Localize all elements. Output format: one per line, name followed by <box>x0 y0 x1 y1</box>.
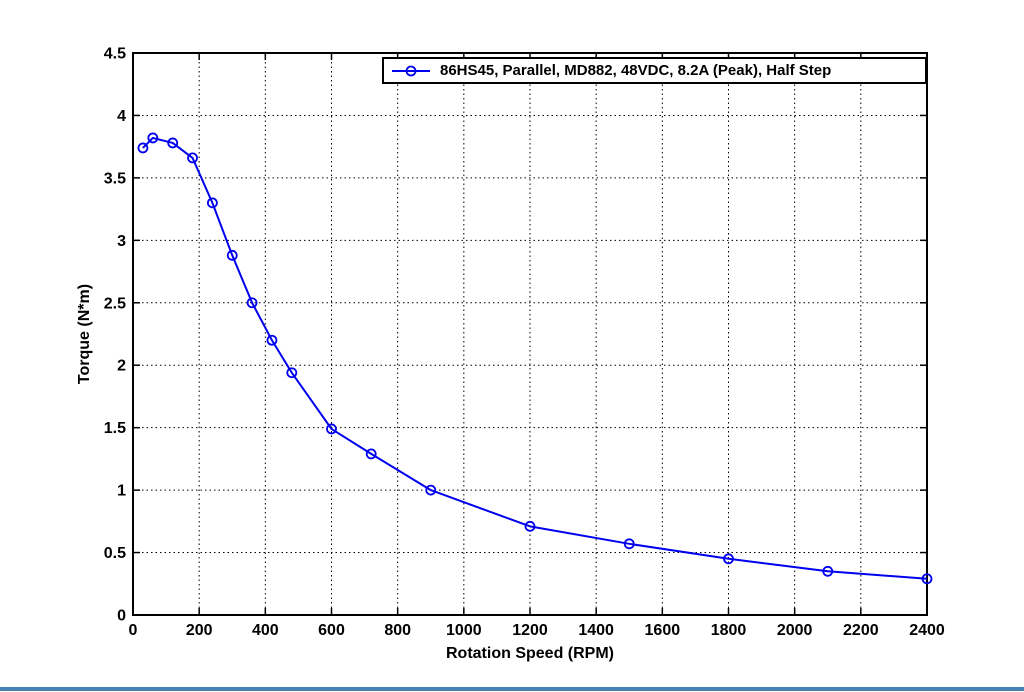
grid-layer <box>133 53 927 615</box>
data-point-marker <box>286 367 298 379</box>
data-point-marker <box>723 553 734 565</box>
tick-marks <box>132 52 928 616</box>
svg-text:1.5: 1.5 <box>104 420 126 437</box>
x-tick-labels: 0 200 400 600 800 1000 1200 1400 1600 1800 2000 220… <box>129 622 945 639</box>
svg-text:1400: 1400 <box>578 622 614 639</box>
svg-text:2: 2 <box>117 358 126 375</box>
data-point-marker <box>425 484 437 496</box>
svg-text:1600: 1600 <box>645 622 681 639</box>
series-86HS45 <box>137 132 933 585</box>
bottom-accent-bar <box>0 687 1024 691</box>
svg-text:4: 4 <box>117 108 126 125</box>
data-point-marker <box>246 297 258 309</box>
data-point-marker <box>822 565 834 577</box>
svg-text:1800: 1800 <box>711 622 747 639</box>
svg-text:1: 1 <box>117 483 126 500</box>
svg-text:2400: 2400 <box>909 622 945 639</box>
series-line <box>142 136 928 580</box>
svg-text:0.5: 0.5 <box>104 545 126 562</box>
data-point-marker <box>524 520 536 532</box>
svg-text:600: 600 <box>318 622 345 639</box>
svg-text:800: 800 <box>384 622 411 639</box>
svg-text:200: 200 <box>186 622 213 639</box>
x-axis-title: Rotation Speed (RPM) <box>446 645 614 662</box>
svg-text:2200: 2200 <box>843 622 879 639</box>
svg-text:0: 0 <box>129 622 138 639</box>
svg-text:2.5: 2.5 <box>104 295 126 312</box>
legend-line-marker-icon <box>392 65 430 76</box>
data-point-marker <box>623 538 635 550</box>
legend-label: 86HS45, Parallel, MD882, 48VDC, 8.2A (Pe… <box>440 62 832 79</box>
data-point-marker <box>147 132 159 144</box>
svg-text:1200: 1200 <box>512 622 548 639</box>
data-point-marker <box>137 142 149 154</box>
svg-text:1000: 1000 <box>446 622 482 639</box>
data-point-marker <box>266 334 278 346</box>
svg-text:0: 0 <box>117 608 126 625</box>
data-point-marker <box>365 448 377 460</box>
legend: 86HS45, Parallel, MD882, 48VDC, 8.2A (Pe… <box>382 57 927 84</box>
svg-text:3.5: 3.5 <box>104 170 126 187</box>
y-tick-labels: 0 0.5 1 1.5 2 2.5 3 3.5 4 4.5 <box>104 46 126 625</box>
svg-text:2000: 2000 <box>777 622 813 639</box>
data-point-marker <box>167 137 179 149</box>
data-point-marker <box>326 423 337 435</box>
data-point-marker <box>921 573 933 585</box>
svg-text:4.5: 4.5 <box>104 46 126 63</box>
y-axis-title: Torque (N*m) <box>76 283 93 385</box>
data-point-marker <box>226 249 238 261</box>
data-point-marker <box>206 197 218 209</box>
svg-text:400: 400 <box>252 622 279 639</box>
data-point-marker <box>187 152 198 164</box>
svg-text:3: 3 <box>117 233 126 250</box>
